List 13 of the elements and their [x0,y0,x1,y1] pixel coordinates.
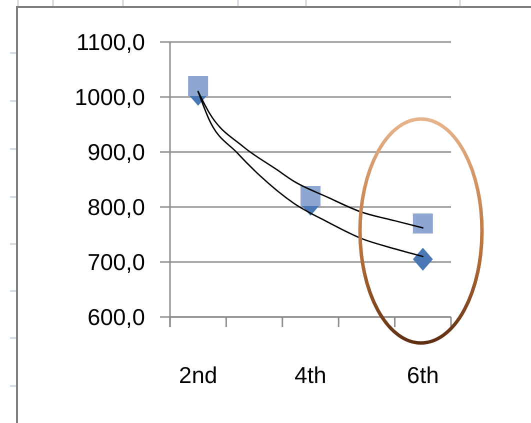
y-tick-label: 900,0 [87,139,145,166]
point [300,186,320,206]
x-tick-label: 6th [406,362,439,388]
point [412,214,433,234]
y-tick-label: 700,0 [87,249,145,276]
x-tick-label: 4th [294,362,326,388]
y-tick-label: 600,0 [87,304,145,330]
point [412,248,433,271]
y-tick-label: 800,0 [87,194,145,220]
point [188,76,208,96]
x-tick-label: 2nd [178,362,218,388]
y-tick-label: 1000,0 [74,84,145,110]
y-tick-label: 1100,0 [76,29,145,56]
